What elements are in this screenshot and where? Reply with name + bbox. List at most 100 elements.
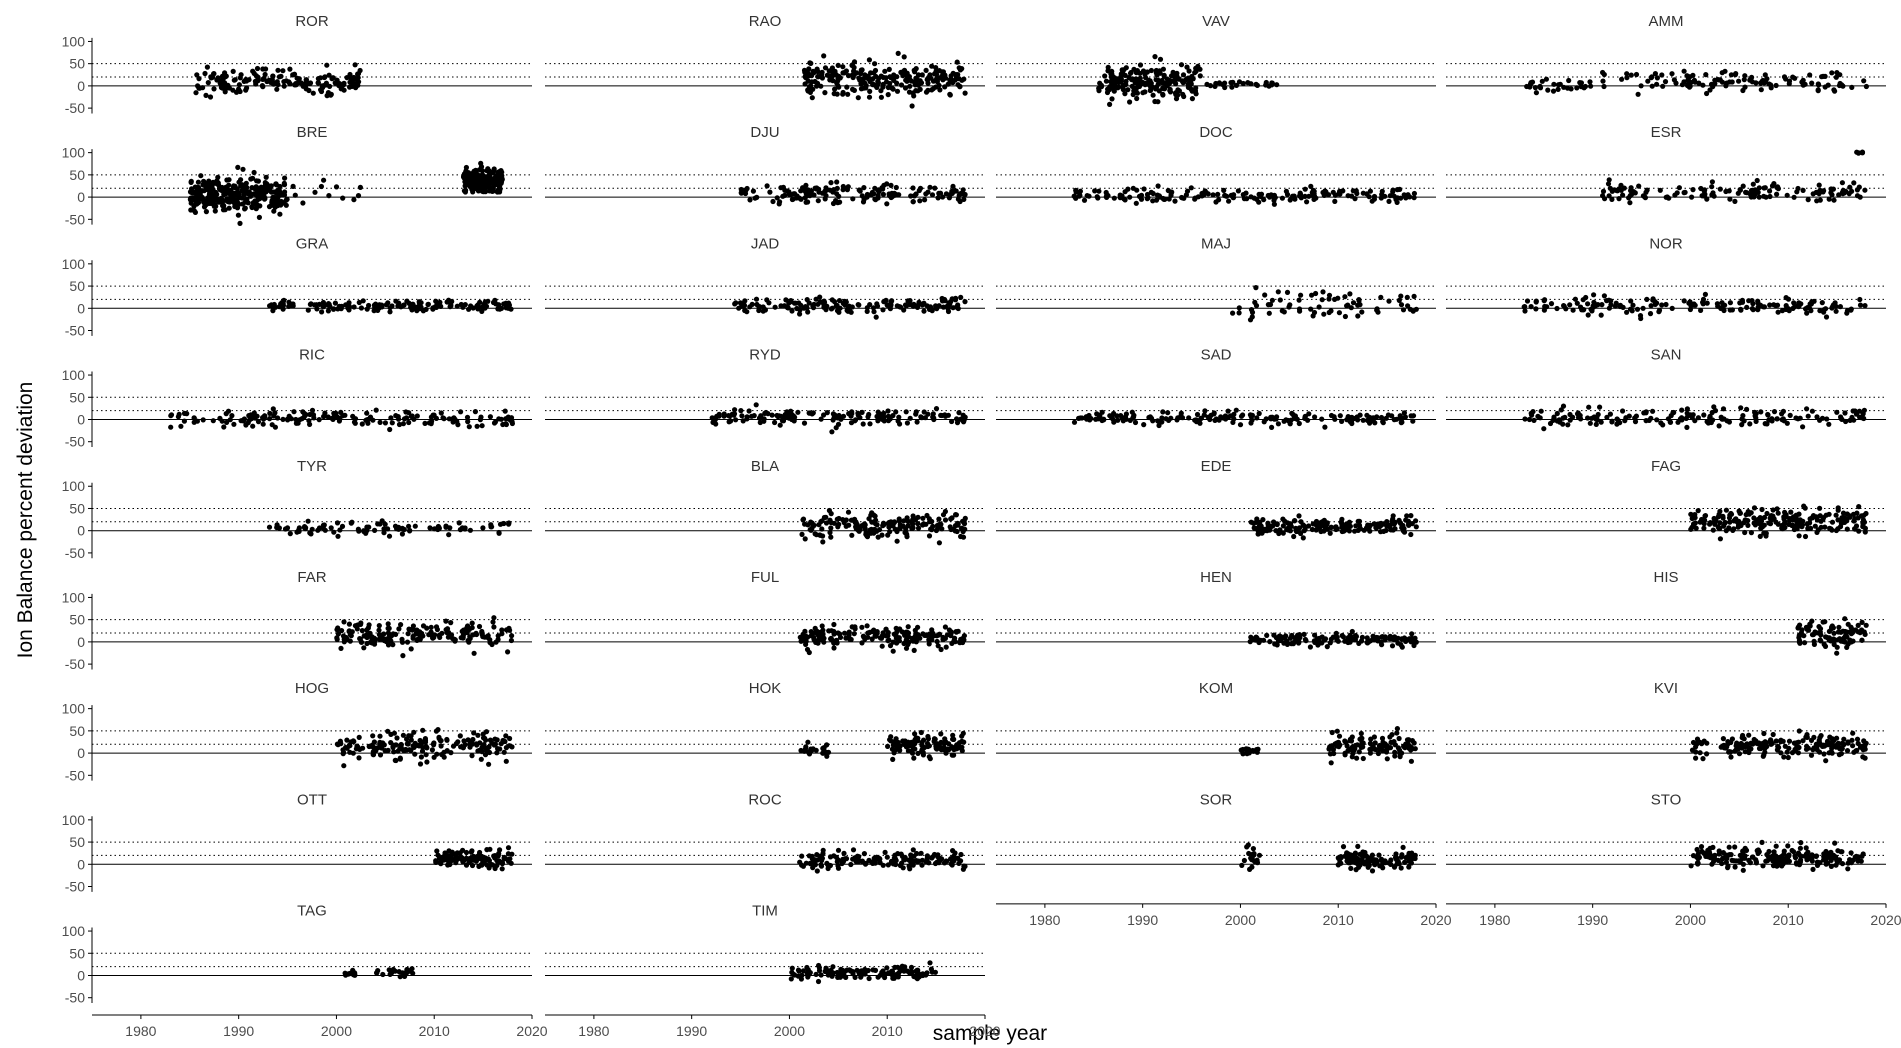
data-point: [1833, 527, 1839, 534]
data-point: [1210, 192, 1216, 198]
data-point: [1860, 754, 1866, 760]
data-point: [753, 402, 759, 408]
data-point: [1166, 196, 1172, 202]
data-point: [492, 736, 498, 742]
data-point: [253, 205, 259, 211]
data-point: [226, 205, 232, 211]
data-point: [1748, 530, 1754, 536]
data-point: [469, 753, 475, 759]
data-point: [890, 742, 896, 748]
data-point: [1339, 418, 1345, 424]
data-point: [1266, 83, 1272, 89]
data-point: [1190, 76, 1196, 82]
data-point: [930, 78, 937, 84]
data-point: [907, 301, 913, 308]
data-point: [942, 412, 948, 418]
data-point: [348, 633, 354, 639]
data-point: [1157, 194, 1163, 200]
data-point: [936, 303, 942, 309]
data-point: [864, 623, 870, 629]
data-point: [1702, 513, 1709, 519]
data-point: [267, 416, 273, 422]
data-point: [840, 70, 846, 76]
data-point: [864, 191, 871, 198]
data-point: [889, 298, 895, 304]
data-point: [334, 635, 340, 641]
data-point: [885, 532, 891, 538]
data-point: [391, 749, 397, 755]
data-point: [873, 197, 879, 203]
data-point: [1394, 726, 1400, 732]
data-point: [1836, 624, 1842, 630]
data-point: [259, 83, 265, 89]
data-point: [332, 300, 338, 306]
y-tick-label: 0: [77, 78, 85, 94]
data-point: [907, 415, 913, 421]
data-point: [907, 83, 913, 89]
data-point: [356, 299, 362, 306]
data-point: [1382, 193, 1388, 199]
data-point: [491, 615, 497, 621]
y-tick-label: -50: [65, 211, 85, 227]
data-point: [946, 195, 953, 201]
data-point: [829, 429, 835, 435]
data-point: [1141, 186, 1147, 192]
data-point: [396, 626, 402, 632]
data-point: [503, 745, 509, 751]
data-point: [824, 410, 830, 416]
data-point: [840, 64, 846, 70]
data-point: [1291, 533, 1297, 540]
data-point: [1700, 82, 1706, 88]
data-point: [1617, 303, 1623, 310]
data-point: [800, 517, 806, 523]
data-point: [424, 759, 430, 765]
data-point: [713, 421, 719, 427]
data-point: [1220, 81, 1226, 88]
data-point: [1392, 519, 1398, 526]
data-point: [1652, 298, 1658, 305]
data-point: [1601, 293, 1607, 299]
data-point: [1143, 75, 1149, 81]
data-point: [1545, 87, 1551, 93]
data-point: [831, 645, 837, 651]
data-point: [335, 631, 341, 637]
data-point: [1380, 521, 1386, 527]
data-point: [1526, 416, 1533, 423]
data-point: [1298, 519, 1304, 525]
data-point: [1728, 754, 1734, 760]
data-point: [230, 195, 236, 201]
data-point: [1349, 414, 1355, 420]
data-point: [316, 301, 322, 307]
data-point: [1753, 80, 1759, 86]
data-point: [1377, 742, 1383, 749]
data-point: [962, 90, 968, 96]
data-point: [433, 415, 439, 421]
data-point: [272, 410, 278, 416]
data-point: [361, 645, 367, 651]
data-point: [1854, 193, 1861, 199]
data-point: [1400, 307, 1407, 313]
data-point: [1333, 524, 1339, 530]
data-point: [482, 735, 488, 742]
data-point: [926, 641, 932, 647]
data-point: [1704, 740, 1710, 746]
data-point: [1331, 750, 1337, 757]
data-point: [1274, 82, 1280, 88]
data-point: [1355, 518, 1361, 525]
data-point: [884, 201, 890, 207]
data-point: [936, 190, 942, 196]
data-point: [251, 70, 257, 76]
data-point: [1829, 70, 1835, 76]
data-point: [1685, 81, 1691, 88]
data-point: [961, 192, 967, 198]
data-point: [1856, 528, 1862, 534]
data-point: [453, 741, 459, 747]
data-point: [1196, 419, 1202, 425]
data-point: [838, 416, 844, 422]
data-point: [303, 82, 309, 88]
data-point: [885, 638, 891, 644]
data-point: [283, 78, 289, 84]
data-point: [791, 418, 797, 424]
data-point: [809, 630, 815, 636]
data-point: [483, 729, 490, 735]
